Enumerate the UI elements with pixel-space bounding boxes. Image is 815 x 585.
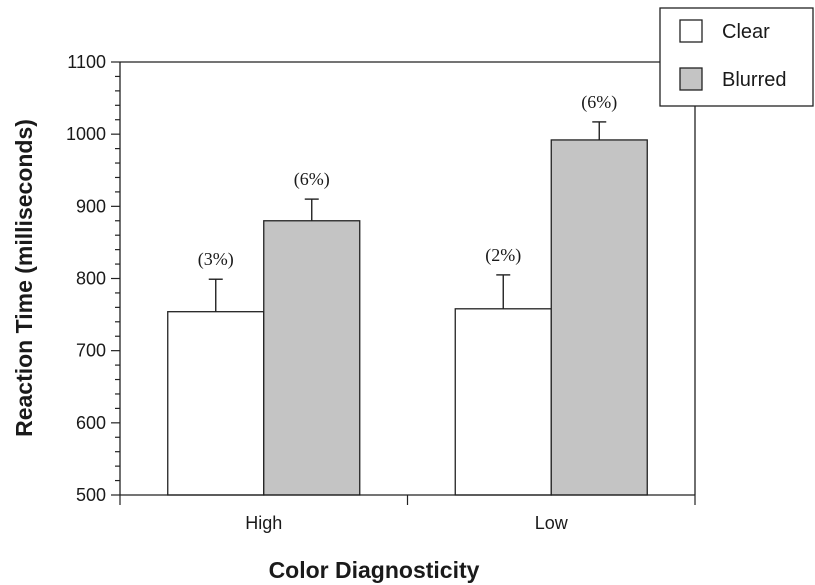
x-tick-label: High bbox=[245, 513, 282, 533]
bar-clear-high bbox=[167, 311, 265, 496]
y-tick-label: 900 bbox=[76, 196, 106, 216]
data-label-blurred-low: (6%) bbox=[581, 92, 617, 113]
y-axis-title: Reaction Time (milliseconds) bbox=[11, 119, 37, 437]
legend-label-blurred: Blurred bbox=[722, 69, 786, 91]
data-label-clear-low: (2%) bbox=[485, 245, 521, 266]
y-tick-label: 700 bbox=[76, 341, 106, 361]
bar-blurred-high bbox=[263, 220, 361, 496]
legend: Clear Blurred bbox=[659, 7, 814, 107]
plot-area: (3%) (6%) (2%) (6%) bbox=[167, 92, 648, 496]
legend-label-clear: Clear bbox=[722, 21, 770, 43]
y-tick-label: 1100 bbox=[67, 52, 106, 72]
bar-clear-low bbox=[454, 308, 552, 496]
y-tick-label: 600 bbox=[76, 413, 106, 433]
data-label-blurred-high: (6%) bbox=[294, 169, 330, 190]
bar-blurred-low bbox=[550, 139, 648, 496]
y-tick-label: 800 bbox=[76, 269, 106, 289]
legend-swatch-clear bbox=[679, 19, 703, 43]
x-tick-label: Low bbox=[535, 513, 569, 533]
legend-swatch-blurred bbox=[679, 67, 703, 91]
data-label-clear-high: (3%) bbox=[198, 249, 234, 270]
x-axis-title: Color Diagnosticity bbox=[269, 557, 480, 583]
axes: 500 600 700 800 900 1000 1100 High Low bbox=[66, 52, 696, 533]
y-tick-label: 1000 bbox=[66, 124, 106, 144]
y-tick-label: 500 bbox=[76, 485, 106, 505]
